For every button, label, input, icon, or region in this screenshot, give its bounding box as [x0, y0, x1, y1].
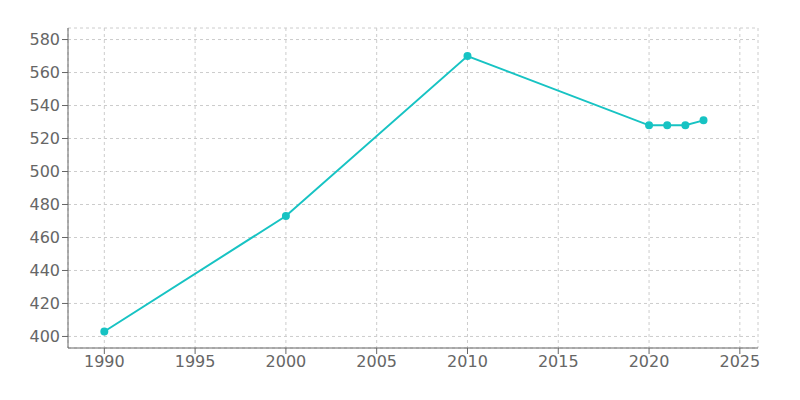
svg-text:2000: 2000	[266, 352, 307, 371]
svg-text:480: 480	[29, 195, 60, 214]
svg-text:560: 560	[29, 63, 60, 82]
svg-text:1995: 1995	[175, 352, 216, 371]
svg-text:440: 440	[29, 261, 60, 280]
svg-text:2025: 2025	[719, 352, 760, 371]
svg-text:2015: 2015	[538, 352, 579, 371]
svg-text:580: 580	[29, 30, 60, 49]
svg-text:2005: 2005	[356, 352, 397, 371]
svg-text:400: 400	[29, 327, 60, 346]
svg-text:520: 520	[29, 129, 60, 148]
svg-text:2020: 2020	[629, 352, 670, 371]
svg-text:2010: 2010	[447, 352, 488, 371]
svg-text:420: 420	[29, 294, 60, 313]
svg-text:540: 540	[29, 96, 60, 115]
svg-text:460: 460	[29, 228, 60, 247]
svg-text:1990: 1990	[84, 352, 125, 371]
svg-text:500: 500	[29, 162, 60, 181]
